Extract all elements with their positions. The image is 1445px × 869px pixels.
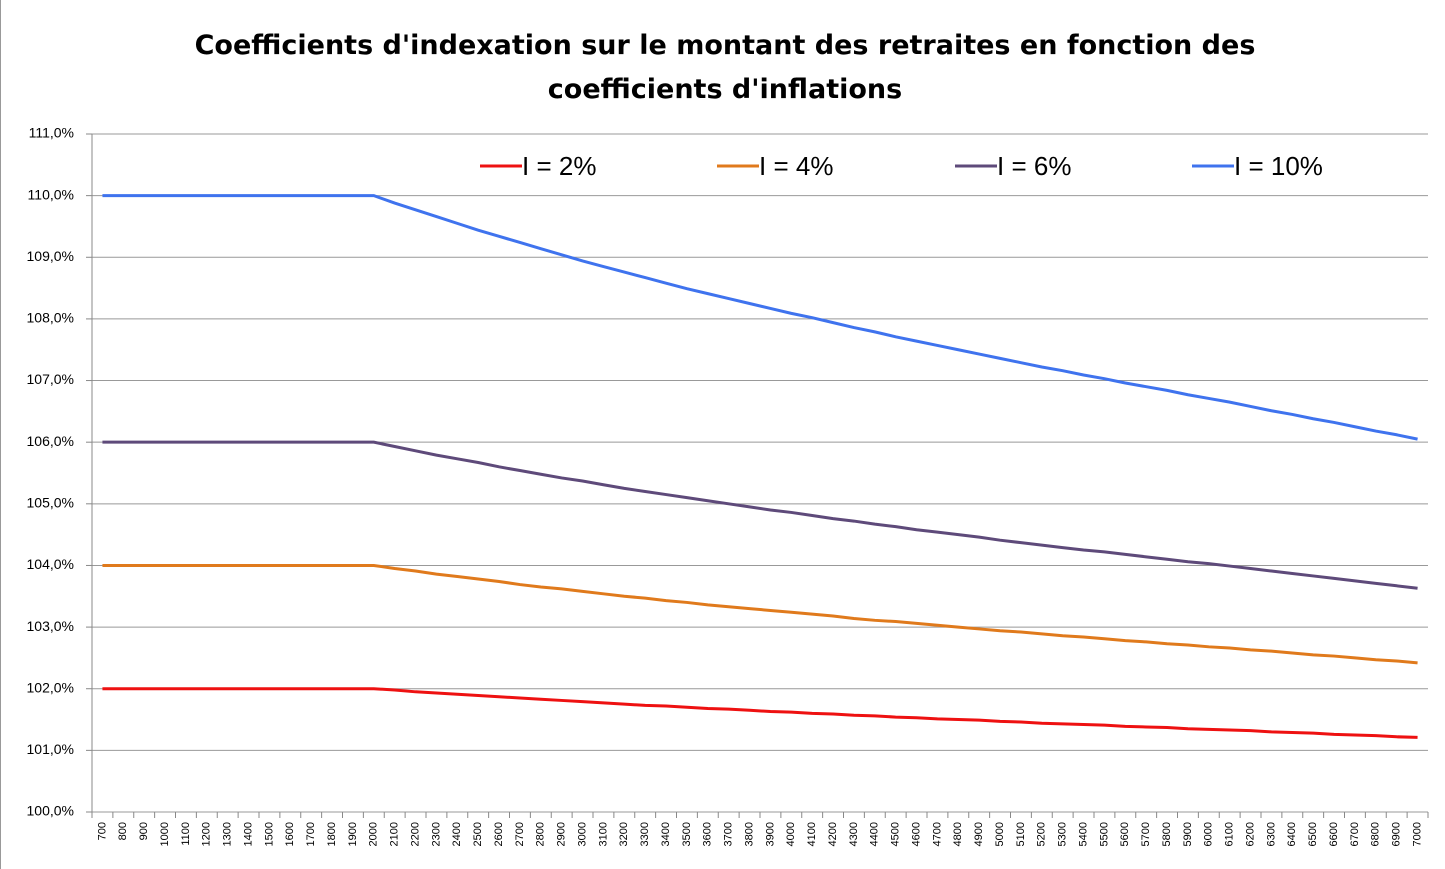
x-tick-label: 2600 (493, 822, 505, 846)
x-tick-label: 5600 (1119, 822, 1131, 846)
line-series (102, 194, 1418, 441)
legend-label: I = 4% (759, 151, 833, 181)
x-tick-label: 2700 (514, 822, 526, 846)
x-tick-label: 5700 (1140, 822, 1152, 846)
x-tick-label: 1400 (242, 822, 254, 846)
x-tick-label: 3900 (764, 822, 776, 846)
x-tick-label: 3100 (597, 822, 609, 846)
x-tick-label: 1100 (180, 822, 192, 846)
x-tick-label: 6100 (1224, 822, 1236, 846)
x-tick-label: 4400 (869, 822, 881, 846)
x-tick-label: 6500 (1307, 822, 1319, 846)
x-tick-label: 1800 (326, 822, 338, 846)
x-tick-label: 1500 (263, 822, 275, 846)
x-tick-label: 4200 (827, 822, 839, 846)
chart-title: Coefficients d'indexation sur le montant… (194, 30, 1256, 105)
x-tick-label: 2100 (389, 822, 401, 846)
x-tick-label: 4100 (806, 822, 818, 846)
x-tick-label: 6000 (1203, 822, 1215, 846)
x-tick-label: 5200 (1036, 822, 1048, 846)
y-tick-label: 109,0% (27, 248, 74, 264)
x-tick-label: 6700 (1349, 822, 1361, 846)
y-tick-label: 106,0% (27, 433, 74, 449)
y-tick-label: 111,0% (29, 125, 74, 141)
legend-label: I = 10% (1234, 151, 1323, 181)
legend-label: I = 6% (997, 151, 1071, 181)
y-tick-label: 100,0% (27, 803, 74, 819)
x-tick-label: 2000 (368, 822, 380, 846)
x-tick-label: 800 (117, 822, 129, 840)
x-tick-label: 2200 (409, 822, 421, 846)
x-tick-label: 3700 (723, 822, 735, 846)
legend-label: I = 2% (522, 151, 596, 181)
x-tick-label: 5900 (1182, 822, 1194, 846)
x-tick-label: 2500 (472, 822, 484, 846)
y-tick-label: 103,0% (27, 618, 74, 634)
x-tick-label: 4800 (952, 822, 964, 846)
x-tick-label: 3800 (743, 822, 755, 846)
x-tick-label: 4600 (910, 822, 922, 846)
y-tick-label: 101,0% (27, 741, 74, 757)
x-tick-label: 5500 (1098, 822, 1110, 846)
x-tick-label: 5300 (1057, 822, 1069, 846)
x-tick-label: 3000 (576, 822, 588, 846)
x-tick-label: 4700 (931, 822, 943, 846)
x-tick-label: 1200 (201, 822, 213, 846)
x-tick-label: 2800 (535, 822, 547, 846)
line-series (102, 687, 1418, 739)
x-tick-label: 2300 (430, 822, 442, 846)
x-tick-label: 5000 (994, 822, 1006, 846)
x-tick-label: 6200 (1244, 822, 1256, 846)
x-tick-label: 2900 (556, 822, 568, 846)
x-tick-label: 3300 (639, 822, 651, 846)
y-tick-label: 110,0% (28, 186, 74, 202)
line-series (102, 440, 1418, 590)
x-tick-label: 700 (96, 822, 108, 840)
x-tick-label: 6400 (1286, 822, 1298, 846)
x-tick-label: 6300 (1265, 822, 1277, 846)
x-tick-label: 4900 (973, 822, 985, 846)
x-tick-label: 4500 (890, 822, 902, 846)
y-tick-label: 102,0% (27, 679, 74, 695)
x-tick-label: 6800 (1370, 822, 1382, 846)
y-tick-label: 108,0% (27, 310, 74, 326)
x-tick-label: 5800 (1161, 822, 1173, 846)
x-tick-label: 3500 (681, 822, 693, 846)
x-tick-label: 2400 (451, 822, 463, 846)
x-tick-label: 4300 (848, 822, 860, 846)
line-series (102, 563, 1418, 665)
x-tick-label: 6600 (1328, 822, 1340, 846)
x-tick-label: 6900 (1391, 822, 1403, 846)
x-tick-label: 900 (138, 822, 150, 840)
x-tick-label: 4000 (785, 822, 797, 846)
x-tick-label: 1900 (347, 822, 359, 846)
x-tick-label: 7000 (1411, 822, 1423, 846)
x-tick-label: 1600 (284, 822, 296, 846)
x-tick-label: 5100 (1015, 822, 1027, 846)
x-tick-label: 3400 (660, 822, 672, 846)
x-tick-label: 5400 (1077, 822, 1089, 846)
x-tick-label: 3200 (618, 822, 630, 846)
x-tick-label: 1300 (222, 822, 234, 846)
x-tick-label: 1700 (305, 822, 317, 846)
y-tick-label: 107,0% (27, 371, 74, 387)
y-tick-label: 105,0% (27, 495, 74, 511)
x-tick-label: 3600 (702, 822, 714, 846)
y-tick-label: 104,0% (27, 556, 74, 572)
x-tick-label: 1000 (159, 822, 171, 846)
